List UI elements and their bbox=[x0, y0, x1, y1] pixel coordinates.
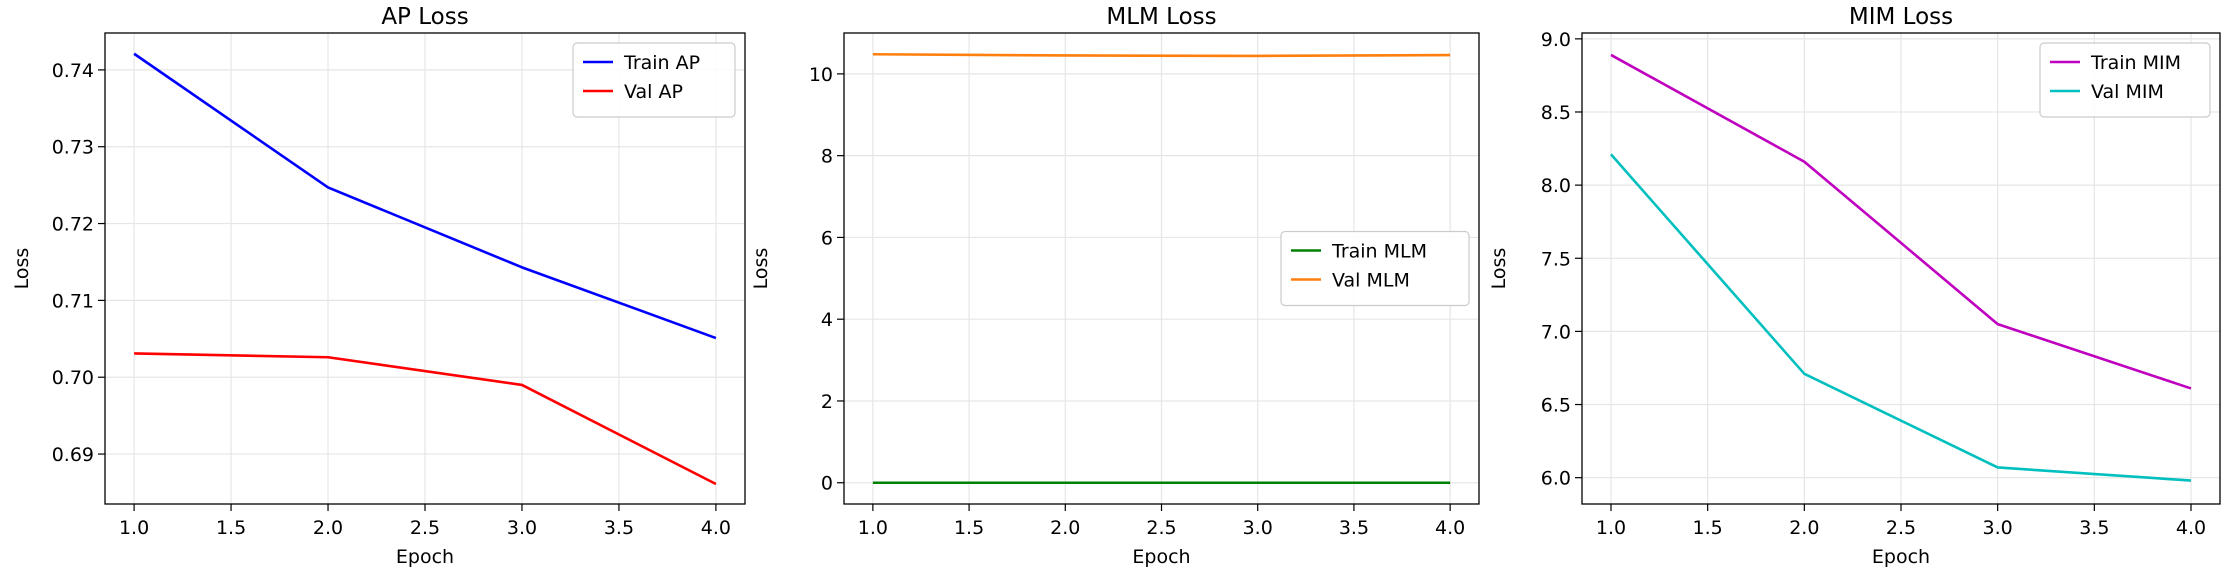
series-line-1 bbox=[133, 52, 717, 340]
y-tick-label: 6.5 bbox=[1541, 395, 1571, 417]
y-tick-label: 8 bbox=[821, 146, 833, 168]
chart-title: MIM Loss bbox=[1849, 4, 1953, 30]
x-tick-label: 1.0 bbox=[1596, 517, 1626, 539]
y-tick-label: 0 bbox=[821, 473, 833, 495]
mim-loss-panel: MIM Loss Epoch Loss 1.0 1.5 2.0 2.5 3.0 3.5 4.… bbox=[1488, 4, 2221, 568]
legend: Train MLM Val MLM bbox=[1280, 230, 1470, 307]
legend-label: Train MLM bbox=[1331, 241, 1427, 263]
series-line-2 bbox=[1610, 153, 2192, 482]
legend: Train AP Val AP bbox=[572, 42, 736, 118]
legend-box bbox=[2039, 42, 2211, 118]
y-tick-label: 0.73 bbox=[52, 137, 94, 159]
x-tick-label: 2.0 bbox=[1050, 517, 1080, 539]
series-line-2 bbox=[134, 352, 717, 486]
x-tick-label: 2.5 bbox=[410, 517, 440, 539]
x-axis-label: Epoch bbox=[1132, 546, 1190, 568]
y-tick-label: 7.0 bbox=[1541, 321, 1571, 343]
y-tick-label: 10 bbox=[809, 64, 833, 86]
ticks-group: 1.0 1.5 2.0 2.5 3.0 3.5 4.0 0 2 4 6 8 10 bbox=[809, 64, 1465, 539]
legend-label: Train AP bbox=[623, 52, 700, 74]
y-tick-label: 0.74 bbox=[52, 60, 94, 82]
x-tick-label: 2.0 bbox=[313, 517, 343, 539]
ticks-group: 1.0 1.5 2.0 2.5 3.0 3.5 4.0 0.69 0.70 0.71 0.72 0.7… bbox=[52, 60, 731, 539]
legend-box bbox=[1280, 230, 1470, 307]
ticks-group: 1.0 1.5 2.0 2.5 3.0 3.5 4.0 6.0 6.5 7.0 7.5 8.0 8.5 9… bbox=[1541, 29, 2206, 539]
axes-frame bbox=[104, 32, 746, 505]
x-tick-label: 3.0 bbox=[1983, 517, 2013, 539]
x-tick-label: 2.5 bbox=[1146, 517, 1176, 539]
y-axis-label: Loss bbox=[750, 248, 772, 290]
series-line-2 bbox=[872, 52, 1451, 58]
y-tick-label: 0.72 bbox=[52, 214, 94, 236]
chart-title: MLM Loss bbox=[1106, 4, 1216, 30]
y-tick-label: 7.5 bbox=[1541, 248, 1571, 270]
x-tick-label: 3.0 bbox=[1243, 517, 1273, 539]
x-tick-label: 3.5 bbox=[604, 517, 634, 539]
legend-label: Val AP bbox=[624, 81, 683, 103]
legend: Train MIM Val MIM bbox=[2039, 42, 2211, 118]
series-lines bbox=[1610, 53, 2192, 482]
x-tick-label: 1.5 bbox=[216, 517, 246, 539]
x-tick-label: 3.5 bbox=[1339, 517, 1369, 539]
y-tick-label: 0.71 bbox=[52, 290, 94, 312]
x-tick-label: 1.0 bbox=[119, 517, 149, 539]
axes-frame bbox=[1581, 32, 2221, 505]
chart-title: AP Loss bbox=[381, 4, 468, 30]
y-tick-label: 9.0 bbox=[1541, 29, 1571, 51]
y-tick-label: 6.0 bbox=[1541, 468, 1571, 490]
legend-label: Val MLM bbox=[1332, 270, 1410, 292]
y-axis-label: Loss bbox=[1488, 248, 1510, 290]
y-tick-label: 0.69 bbox=[52, 444, 94, 466]
x-tick-label: 4.0 bbox=[2176, 517, 2206, 539]
y-tick-label: 8.5 bbox=[1541, 102, 1571, 124]
y-tick-label: 0.70 bbox=[52, 367, 94, 389]
mlm-loss-panel: MLM Loss Epoch Loss 1.0 1.5 2.0 2.5 3.0 3.5 4.… bbox=[750, 4, 1480, 568]
x-tick-label: 4.0 bbox=[701, 517, 731, 539]
x-tick-label: 3.5 bbox=[2079, 517, 2109, 539]
x-axis-label: Epoch bbox=[1872, 546, 1930, 568]
y-tick-label: 2 bbox=[821, 391, 833, 413]
x-tick-label: 1.0 bbox=[858, 517, 888, 539]
x-axis-label: Epoch bbox=[396, 546, 454, 568]
x-tick-label: 4.0 bbox=[1435, 517, 1465, 539]
y-axis-label: Loss bbox=[11, 248, 33, 290]
series-line-1 bbox=[1610, 53, 2192, 390]
x-tick-label: 1.5 bbox=[1693, 517, 1723, 539]
axes-frame bbox=[843, 32, 1480, 505]
ap-loss-panel: AP Loss Epoch Loss 1.0 1.5 2.0 2.5 3.0 3.5 4.0… bbox=[11, 4, 746, 568]
y-tick-label: 4 bbox=[821, 309, 833, 331]
x-tick-label: 1.5 bbox=[954, 517, 984, 539]
x-tick-label: 2.0 bbox=[1789, 517, 1819, 539]
x-tick-label: 2.5 bbox=[1886, 517, 1916, 539]
legend-label: Train MIM bbox=[2090, 52, 2181, 74]
legend-label: Val MIM bbox=[2091, 81, 2164, 103]
y-tick-label: 6 bbox=[821, 227, 833, 249]
legend-box bbox=[572, 42, 736, 118]
x-tick-label: 3.0 bbox=[507, 517, 537, 539]
series-lines bbox=[133, 52, 717, 486]
y-tick-label: 8.0 bbox=[1541, 175, 1571, 197]
series-lines bbox=[872, 52, 1451, 485]
